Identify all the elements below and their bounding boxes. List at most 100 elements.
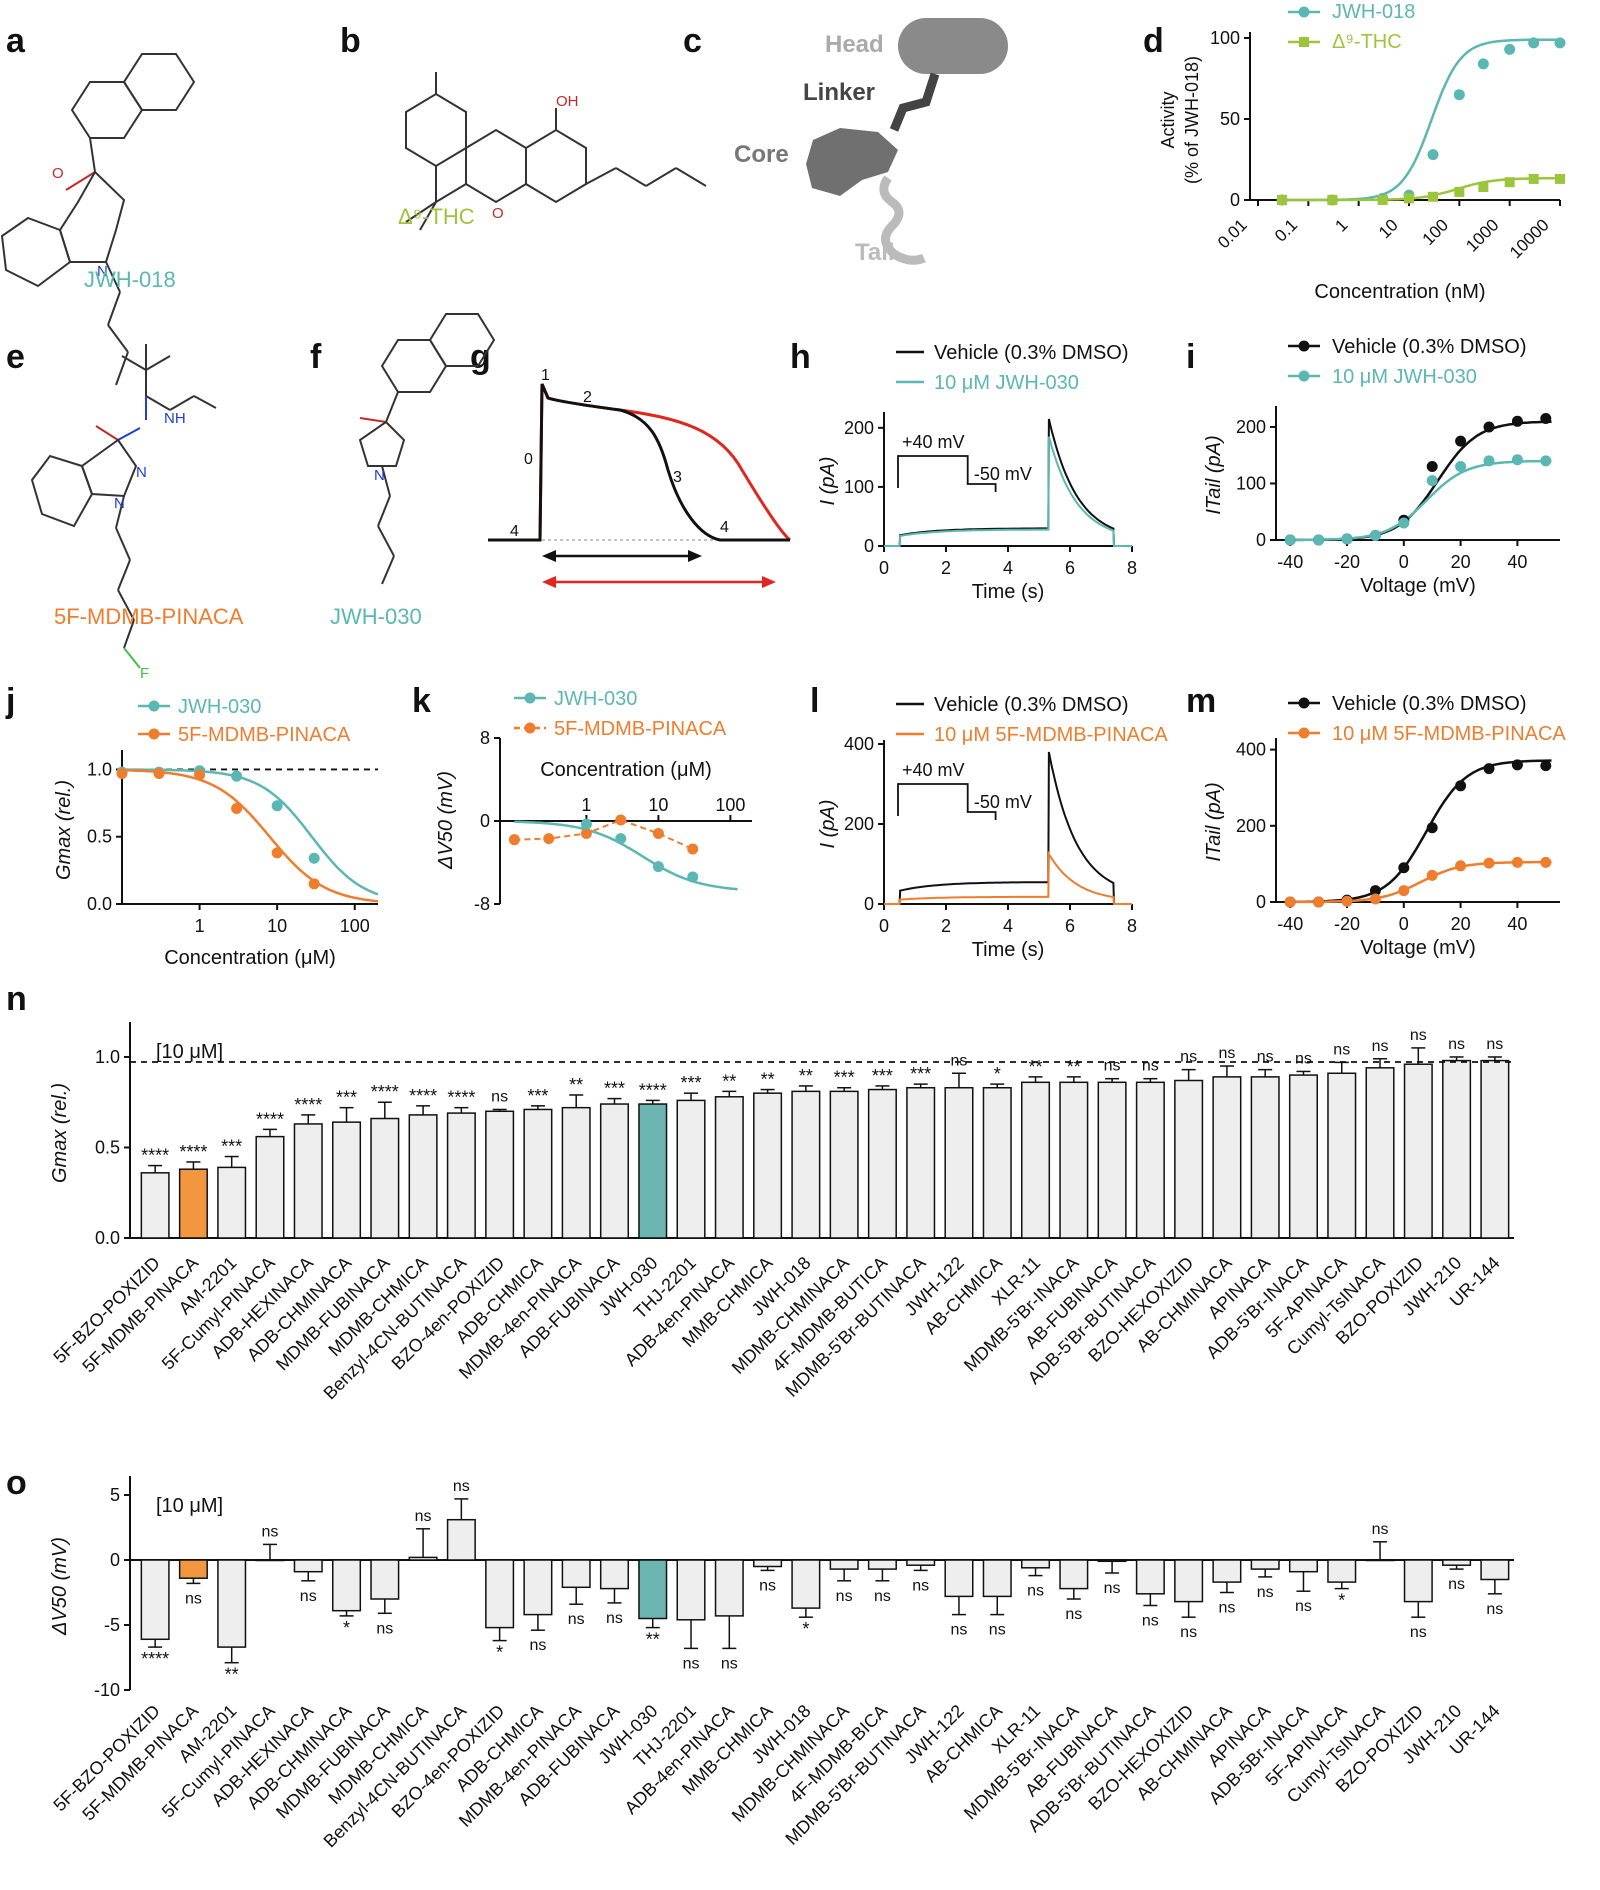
o-bar bbox=[446, 1518, 476, 1561]
n-significance: ** bbox=[761, 1070, 775, 1090]
panel-letter-n: n bbox=[6, 980, 27, 1018]
n-bar bbox=[599, 1103, 630, 1239]
n-significance: *** bbox=[872, 1066, 893, 1086]
j-point-5f bbox=[308, 878, 320, 890]
o-significance: ns bbox=[951, 1622, 968, 1639]
l-trace-drug bbox=[884, 850, 1132, 905]
k-point-5f bbox=[580, 827, 592, 839]
o-significance: **** bbox=[141, 1649, 169, 1669]
d-point-thc bbox=[1504, 177, 1515, 188]
o-significance: ns bbox=[1218, 1600, 1235, 1617]
n-significance: *** bbox=[221, 1137, 242, 1157]
k-ytick-label: 8 bbox=[480, 728, 490, 748]
m-xtick-label: -20 bbox=[1334, 914, 1360, 934]
n-significance: *** bbox=[604, 1079, 625, 1099]
n-bar bbox=[753, 1092, 783, 1239]
h-xtick-label: 6 bbox=[1065, 558, 1075, 578]
i-point-drug bbox=[1455, 461, 1467, 473]
j-point-5f bbox=[116, 767, 128, 779]
o-bar bbox=[638, 1559, 668, 1620]
i-xtick-label: 40 bbox=[1507, 552, 1527, 572]
j-curve-5f bbox=[122, 768, 379, 903]
n-bar bbox=[676, 1099, 706, 1239]
d-point-thc bbox=[1404, 193, 1414, 204]
atom-f: F bbox=[140, 665, 149, 682]
o-bar bbox=[1365, 1559, 1395, 1562]
d-ytick-label: 50 bbox=[1220, 109, 1240, 129]
n-bar bbox=[1288, 1074, 1319, 1239]
o-significance: ** bbox=[225, 1665, 239, 1685]
d-xtick-label: 0.1 bbox=[1271, 215, 1301, 245]
o-significance: ns bbox=[1410, 1624, 1427, 1641]
n-bar bbox=[638, 1103, 668, 1239]
n-significance: ns bbox=[1448, 1036, 1465, 1053]
h-xtick-label: 8 bbox=[1127, 558, 1137, 578]
panel-letter-m: m bbox=[1186, 682, 1216, 720]
k-point-5f bbox=[687, 843, 699, 855]
m-point-vehicle bbox=[1455, 780, 1467, 792]
n-significance: ** bbox=[1067, 1057, 1081, 1077]
ap-phase-4b: 4 bbox=[720, 519, 729, 536]
m-point-drug bbox=[1426, 869, 1438, 881]
j-xtick-label: 100 bbox=[340, 916, 370, 936]
label-head: Head bbox=[825, 31, 884, 58]
d-point-jwh018 bbox=[1554, 37, 1566, 49]
atom-n-e1: N bbox=[136, 464, 147, 481]
panel-letter-g: g bbox=[470, 338, 491, 376]
ap-phase-3: 3 bbox=[673, 469, 682, 486]
n-significance: * bbox=[994, 1064, 1001, 1084]
ap-phase-0: 0 bbox=[524, 451, 533, 468]
d-point-thc bbox=[1327, 195, 1338, 205]
o-bar bbox=[370, 1559, 400, 1600]
k-xtick-label: 10 bbox=[648, 795, 668, 815]
l-xtick-label: 6 bbox=[1065, 916, 1075, 936]
k-point-5f bbox=[652, 827, 664, 839]
m-point-vehicle bbox=[1511, 759, 1523, 771]
o-ytick-label: -10 bbox=[94, 1680, 120, 1700]
i-legend-marker-vehicle bbox=[1298, 340, 1310, 352]
j-legend-jwh030: JWH-030 bbox=[178, 696, 261, 718]
m-point-drug bbox=[1369, 893, 1381, 905]
h-xtick-label: 4 bbox=[1003, 558, 1013, 578]
o-bar bbox=[331, 1559, 362, 1612]
k-point-5f bbox=[543, 833, 555, 845]
o-significance: ns bbox=[1295, 1598, 1312, 1615]
d-legend-jwh018: JWH-018 bbox=[1332, 1, 1415, 23]
o-bar bbox=[255, 1559, 285, 1562]
l-legend-vehicle: Vehicle (0.3% DMSO) bbox=[934, 694, 1129, 716]
o-bar bbox=[944, 1559, 974, 1598]
o-significance: ns bbox=[683, 1655, 700, 1672]
n-bar bbox=[1480, 1059, 1510, 1239]
k-legend-marker-jwh030 bbox=[524, 692, 536, 704]
j-point-5f bbox=[153, 767, 165, 779]
m-xlabel: Voltage (mV) bbox=[1360, 937, 1476, 959]
n-annotation: [10 μM] bbox=[156, 1041, 223, 1063]
d-point-jwh018 bbox=[1504, 43, 1516, 55]
o-bar bbox=[561, 1559, 591, 1589]
i-point-drug bbox=[1341, 533, 1353, 545]
j-ytick-label: 1.0 bbox=[87, 759, 112, 779]
i-legend-drug: 10 μM JWH-030 bbox=[1332, 366, 1477, 388]
n-bar bbox=[293, 1123, 323, 1239]
l-ytick-label: 200 bbox=[844, 814, 874, 834]
n-bar bbox=[1403, 1063, 1433, 1239]
d-xtick-label: 0.01 bbox=[1214, 215, 1251, 252]
n-bar bbox=[255, 1135, 285, 1239]
m-point-vehicle bbox=[1398, 862, 1410, 874]
n-significance: ns bbox=[1218, 1045, 1235, 1062]
m-point-vehicle bbox=[1483, 763, 1495, 775]
j-point-jwh030 bbox=[308, 852, 320, 864]
j-curve-jwh030 bbox=[121, 768, 379, 896]
h-legend-drug: 10 μM JWH-030 bbox=[934, 372, 1079, 394]
i-ytick-label: 200 bbox=[1236, 417, 1266, 437]
d-xlabel: Concentration (nM) bbox=[1314, 281, 1485, 303]
n-significance: **** bbox=[371, 1082, 399, 1102]
pharmacophore-cartoon bbox=[806, 18, 1008, 265]
n-significance: ** bbox=[799, 1066, 813, 1086]
o-bar bbox=[1480, 1559, 1510, 1581]
n-bar bbox=[906, 1086, 936, 1239]
o-significance: ns bbox=[1372, 1521, 1389, 1538]
d-point-thc bbox=[1555, 173, 1565, 184]
structure-thc bbox=[405, 72, 707, 231]
